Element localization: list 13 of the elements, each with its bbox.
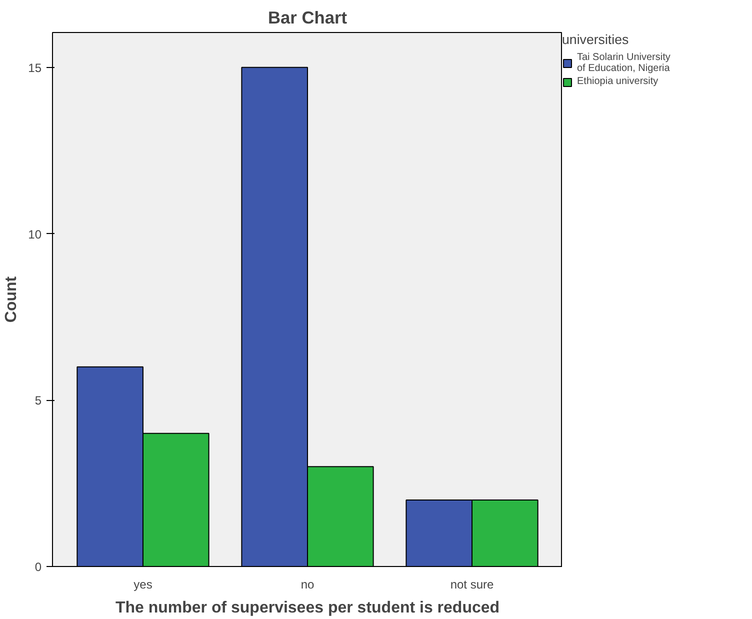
x-tick-label: yes [134, 578, 152, 592]
legend-label: Tai Solarin University of Education, Nigeria [577, 52, 670, 74]
y-tick-label: 5 [34, 394, 42, 408]
y-tick-label: 10 [28, 227, 42, 242]
y-axis-title: Count [3, 276, 20, 323]
x-axis-title: The number of supervisees per student is reduced [115, 600, 500, 616]
legend-label: Ethiopia university [577, 76, 658, 87]
x-tick-label: no [300, 578, 314, 592]
y-tick-label: 0 [34, 560, 42, 574]
legend-title: universities [562, 32, 630, 47]
chart-title: Bar Chart [268, 8, 348, 28]
x-tick-label: not sure [450, 578, 494, 592]
y-tick-label: 15 [28, 60, 42, 75]
